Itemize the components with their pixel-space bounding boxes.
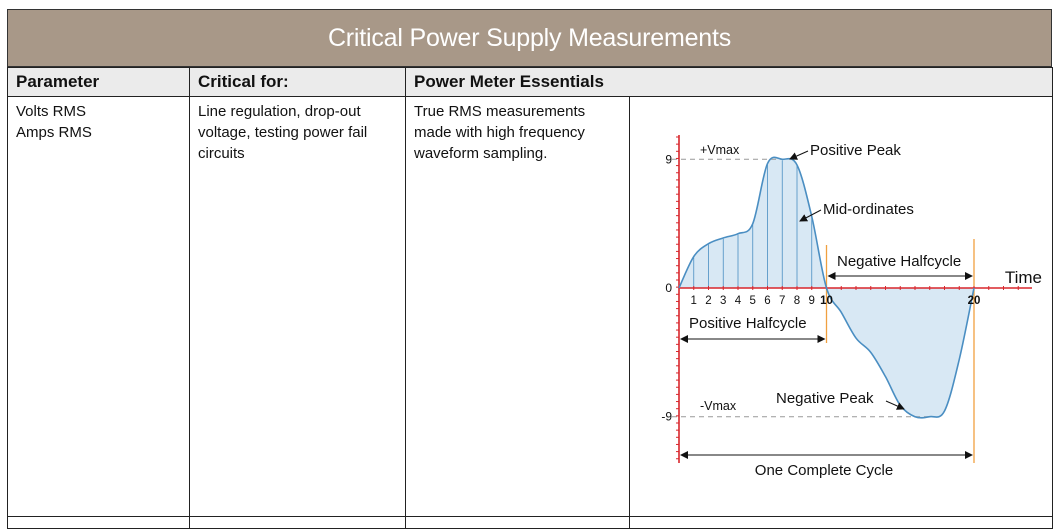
cell-chart: 9 0 -9 1 2 3 4 5 6 7 8 9 10 20 Time +Vmax -Vmax Positive… <box>628 96 1054 517</box>
critical-for-line: Line regulation, drop-out <box>198 103 361 120</box>
x-axis-label: Time <box>1005 268 1042 287</box>
table-row-next <box>7 516 1054 529</box>
x-tick-label: 6 <box>764 295 770 307</box>
header-critical-for: Critical for: <box>189 67 406 97</box>
y-tick-label: 0 <box>665 281 672 295</box>
negative-halfcycle-label: Negative Halfcycle <box>837 253 961 270</box>
mid-ordinates-label: Mid-ordinates <box>823 201 914 218</box>
empty-cell <box>405 516 630 529</box>
positive-peak-arrow <box>789 150 809 160</box>
parameter-line: Volts RMS <box>16 103 87 120</box>
one-complete-cycle-label: One Complete Cycle <box>755 462 893 479</box>
x-tick-label: 8 <box>794 295 800 307</box>
positive-halfcycle-label: Positive Halfcycle <box>689 315 807 332</box>
empty-cell <box>7 516 190 529</box>
waveform-area <box>679 157 974 418</box>
critical-for-line: circuits <box>198 145 245 162</box>
table-row: Volts RMS Amps RMS Line regulation, drop… <box>7 96 1054 517</box>
negative-peak-label: Negative Peak <box>776 390 874 407</box>
y-tick-label: -9 <box>661 410 672 424</box>
x-tick-label: 7 <box>779 295 785 307</box>
cell-critical-for: Line regulation, drop-out voltage, testi… <box>189 96 406 517</box>
x-tick-label: 2 <box>705 295 711 307</box>
x-tick-label: 10 <box>820 295 833 307</box>
measurements-table: Parameter Critical for: Power Meter Esse… <box>7 67 1054 529</box>
empty-cell <box>189 516 406 529</box>
header-power-meter-essentials: Power Meter Essentials <box>404 67 1054 97</box>
essentials-line: True RMS measurements <box>414 103 586 120</box>
header-row: Parameter Critical for: Power Meter Esse… <box>7 67 1054 97</box>
positive-peak-label: Positive Peak <box>810 142 901 159</box>
header-parameter: Parameter <box>7 67 190 97</box>
x-tick-label: 4 <box>735 295 742 307</box>
critical-for-line: voltage, testing power fail <box>198 124 368 141</box>
y-tick-label: 9 <box>665 152 672 166</box>
cell-essentials: True RMS measurements made with high fre… <box>405 96 630 517</box>
page-title: Critical Power Supply Measurements <box>7 9 1052 67</box>
empty-cell <box>628 516 1054 529</box>
x-tick-label: 20 <box>968 295 981 307</box>
negative-peak-arrow <box>885 400 905 410</box>
cell-parameter: Volts RMS Amps RMS <box>7 96 190 517</box>
mid-ordinates-arrow <box>799 209 822 222</box>
vmin-label: -Vmax <box>700 399 737 413</box>
essentials-line: made with high frequency <box>414 124 585 141</box>
essentials-line: waveform sampling. <box>414 145 548 162</box>
waveform-curve <box>678 156 975 419</box>
vmax-label: +Vmax <box>700 143 740 157</box>
x-tick-label: 5 <box>750 295 756 307</box>
x-tick-label: 3 <box>720 295 726 307</box>
x-tick-label: 1 <box>691 295 697 307</box>
x-tick-label: 9 <box>809 295 815 307</box>
parameter-line: Amps RMS <box>16 124 92 141</box>
